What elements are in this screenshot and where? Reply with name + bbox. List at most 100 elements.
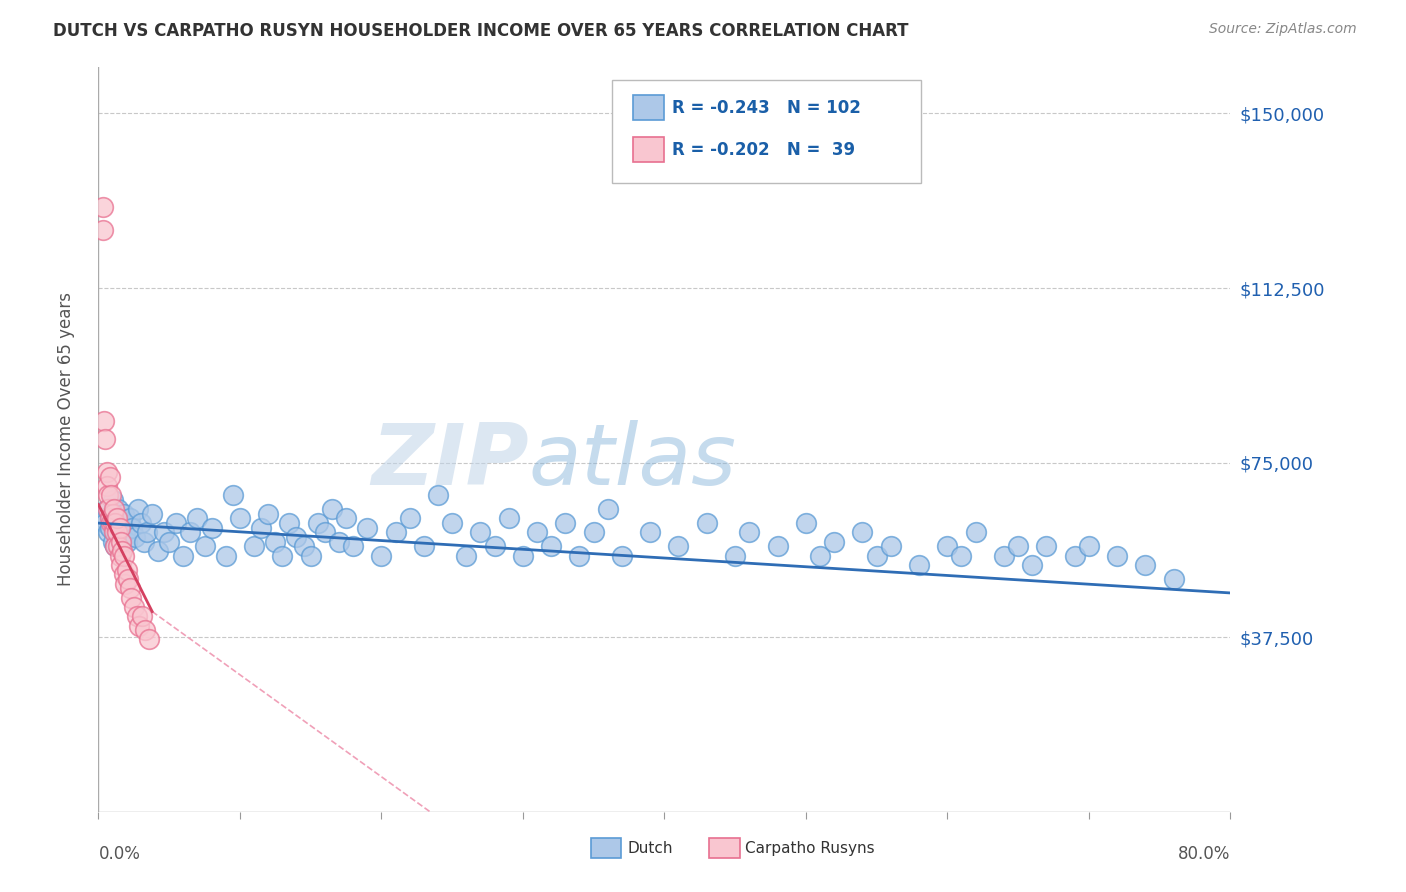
Point bbox=[851, 525, 873, 540]
Point bbox=[370, 549, 392, 563]
Point bbox=[342, 540, 364, 554]
Point bbox=[105, 511, 128, 525]
Point bbox=[115, 563, 138, 577]
Y-axis label: Householder Income Over 65 years: Householder Income Over 65 years bbox=[56, 293, 75, 586]
Point bbox=[186, 511, 208, 525]
Point bbox=[201, 521, 224, 535]
Point bbox=[908, 558, 931, 572]
Point bbox=[104, 525, 127, 540]
Point bbox=[823, 534, 845, 549]
Point bbox=[1035, 540, 1057, 554]
Point bbox=[107, 521, 129, 535]
Point bbox=[105, 525, 128, 540]
Point bbox=[766, 540, 789, 554]
Point bbox=[278, 516, 301, 530]
Point bbox=[950, 549, 973, 563]
Point bbox=[965, 525, 987, 540]
Point bbox=[100, 488, 122, 502]
Point bbox=[398, 511, 420, 525]
Point bbox=[264, 534, 287, 549]
Point bbox=[865, 549, 887, 563]
Point bbox=[412, 540, 434, 554]
Point bbox=[128, 618, 150, 632]
Point bbox=[108, 521, 131, 535]
Point bbox=[229, 511, 252, 525]
Text: R = -0.202   N =  39: R = -0.202 N = 39 bbox=[672, 141, 855, 159]
Point bbox=[110, 534, 132, 549]
Point bbox=[1107, 549, 1129, 563]
Point bbox=[105, 511, 128, 525]
Point bbox=[668, 540, 690, 554]
Point bbox=[356, 521, 378, 535]
Point bbox=[114, 576, 136, 591]
Point bbox=[292, 540, 315, 554]
Point bbox=[1077, 540, 1099, 554]
Point bbox=[96, 502, 118, 516]
Point bbox=[484, 540, 506, 554]
Text: 80.0%: 80.0% bbox=[1178, 846, 1230, 863]
Point bbox=[103, 516, 125, 530]
Point bbox=[131, 609, 153, 624]
Point bbox=[112, 567, 135, 582]
Point bbox=[794, 516, 817, 530]
Point bbox=[307, 516, 329, 530]
Point bbox=[103, 525, 125, 540]
Point bbox=[117, 572, 139, 586]
Point bbox=[314, 525, 336, 540]
Point bbox=[427, 488, 450, 502]
Point bbox=[172, 549, 194, 563]
Point bbox=[101, 516, 124, 530]
Text: Carpatho Rusyns: Carpatho Rusyns bbox=[745, 841, 875, 855]
Point bbox=[936, 540, 959, 554]
Point bbox=[110, 521, 132, 535]
Point bbox=[93, 511, 115, 525]
Point bbox=[91, 200, 114, 214]
Point bbox=[285, 530, 308, 544]
Point bbox=[103, 502, 125, 516]
Point bbox=[610, 549, 633, 563]
Point bbox=[101, 507, 124, 521]
Text: 0.0%: 0.0% bbox=[98, 846, 141, 863]
Point bbox=[554, 516, 576, 530]
Point bbox=[250, 521, 273, 535]
Point bbox=[470, 525, 492, 540]
Point bbox=[120, 591, 142, 605]
Point bbox=[299, 549, 322, 563]
Point bbox=[512, 549, 534, 563]
Point bbox=[91, 223, 114, 237]
Point bbox=[134, 623, 156, 637]
Point bbox=[132, 534, 155, 549]
Point bbox=[129, 516, 152, 530]
Point bbox=[456, 549, 478, 563]
Text: R = -0.243   N = 102: R = -0.243 N = 102 bbox=[672, 99, 860, 117]
Point bbox=[157, 534, 180, 549]
Point bbox=[568, 549, 591, 563]
Point bbox=[96, 465, 118, 479]
Point bbox=[121, 521, 143, 535]
Point bbox=[112, 507, 135, 521]
Point bbox=[112, 549, 135, 563]
Point bbox=[93, 414, 115, 428]
Point bbox=[1021, 558, 1043, 572]
Point bbox=[1135, 558, 1157, 572]
Point bbox=[127, 502, 149, 516]
Point bbox=[111, 516, 134, 530]
Point bbox=[122, 599, 145, 614]
Point bbox=[94, 433, 117, 447]
Point bbox=[108, 511, 131, 525]
Point bbox=[110, 558, 132, 572]
Point bbox=[104, 540, 127, 554]
Point bbox=[118, 511, 141, 525]
Point bbox=[108, 549, 131, 563]
Point bbox=[1063, 549, 1085, 563]
Text: atlas: atlas bbox=[529, 420, 737, 503]
Point bbox=[125, 609, 148, 624]
Point bbox=[441, 516, 464, 530]
Point bbox=[335, 511, 357, 525]
Point bbox=[104, 516, 127, 530]
Point bbox=[124, 530, 146, 544]
Point bbox=[152, 525, 174, 540]
Point bbox=[110, 534, 132, 549]
Point bbox=[111, 544, 134, 558]
Point bbox=[96, 479, 118, 493]
